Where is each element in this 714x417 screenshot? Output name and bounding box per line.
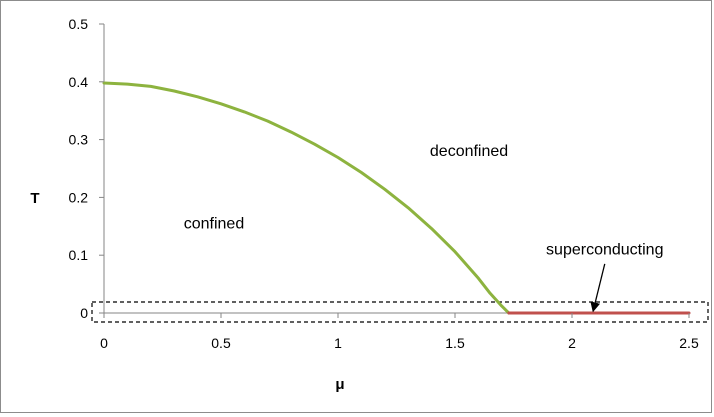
confined-label: confined bbox=[184, 215, 245, 232]
x-tick-label: 0 bbox=[100, 335, 108, 351]
confinement-boundary-line bbox=[102, 81, 511, 315]
y-tick-label: 0.1 bbox=[69, 247, 89, 263]
superconducting-label: superconducting bbox=[546, 241, 663, 258]
x-tick-label: 2.5 bbox=[679, 335, 699, 351]
deconfined-label: deconfined bbox=[430, 143, 508, 160]
y-tick-label: 0 bbox=[80, 305, 88, 321]
x-axis-title: μ bbox=[335, 376, 344, 393]
x-tick-label: 1 bbox=[334, 335, 342, 351]
y-tick-label: 0.5 bbox=[69, 16, 89, 32]
y-tick-label: 0.2 bbox=[69, 189, 89, 205]
dashed-highlight-box bbox=[91, 301, 709, 323]
x-tick-label: 1.5 bbox=[445, 335, 465, 351]
y-tick-label: 0.3 bbox=[69, 132, 89, 148]
x-tick-label: 2 bbox=[568, 335, 576, 351]
x-tick-label: 0.5 bbox=[211, 335, 231, 351]
superconducting-arrow bbox=[590, 263, 606, 313]
y-axis-title: T bbox=[30, 190, 39, 207]
y-tick-label: 0.4 bbox=[69, 74, 89, 90]
